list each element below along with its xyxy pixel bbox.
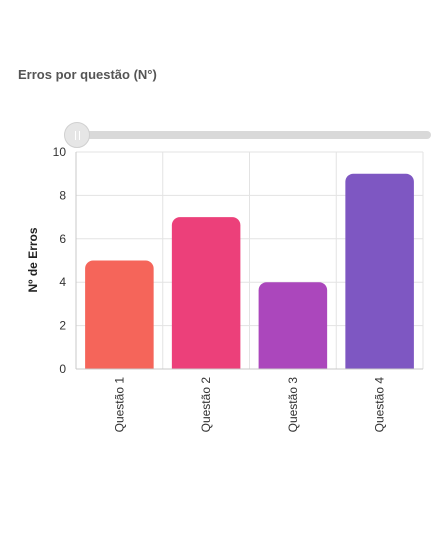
y-tick-label: 0 — [59, 362, 66, 376]
axes — [75, 152, 423, 370]
y-tick-label: 8 — [59, 188, 66, 202]
grip-icon — [74, 130, 80, 140]
bar[interactable] — [171, 217, 241, 377]
slider-track[interactable] — [74, 131, 431, 139]
tick-labels: 0 2 4 6 8 10 Questão 1 Questão 2 Questão 3 Questã… — [53, 145, 387, 432]
x-tick-label: Questão 2 — [199, 377, 213, 433]
x-tick-label: Questão 4 — [373, 377, 387, 433]
range-slider[interactable] — [64, 121, 431, 149]
bars — [85, 173, 414, 378]
y-axis-title: Nº de Erros — [26, 227, 40, 292]
chart-title: Erros por questão (N°) — [18, 67, 157, 82]
y-tick-label: 6 — [59, 232, 66, 246]
y-tick-label: 4 — [59, 275, 66, 289]
y-tick-label: 2 — [59, 319, 66, 333]
x-tick-label: Questão 1 — [112, 377, 126, 433]
y-tick-label: 10 — [53, 145, 67, 159]
bar[interactable] — [258, 282, 328, 377]
bar[interactable] — [85, 260, 154, 378]
slider-handle[interactable] — [64, 122, 90, 148]
x-tick-label: Questão 3 — [286, 377, 300, 433]
bar[interactable] — [345, 173, 414, 377]
